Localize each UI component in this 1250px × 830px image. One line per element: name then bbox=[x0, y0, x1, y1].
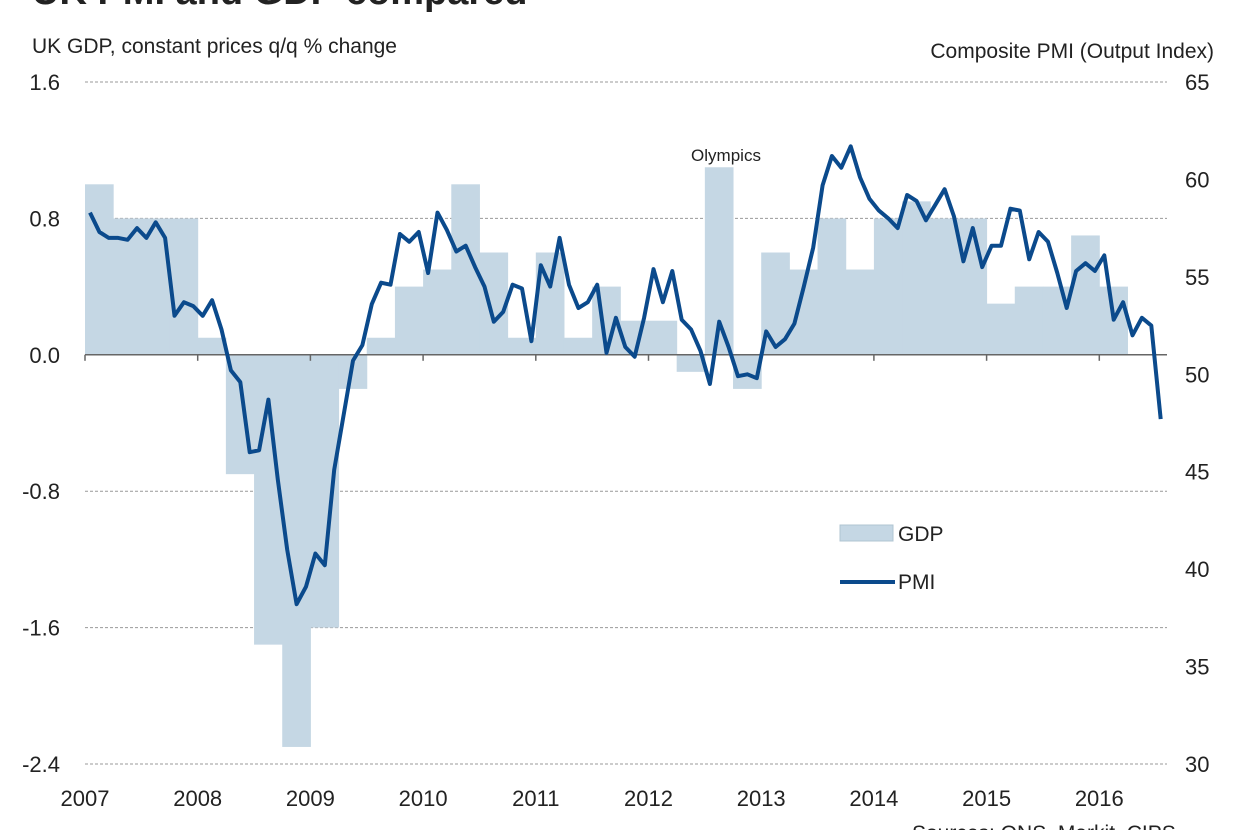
gdp-bar bbox=[563, 337, 593, 355]
x-tick-label: 2008 bbox=[173, 786, 222, 811]
gdp-bar bbox=[648, 320, 678, 355]
x-tick-label: 2016 bbox=[1075, 786, 1124, 811]
gdp-bar bbox=[902, 201, 931, 355]
legend-gdp-swatch bbox=[839, 524, 894, 542]
x-tick-label: 2010 bbox=[399, 786, 448, 811]
gdp-bar bbox=[225, 354, 255, 475]
x-tick-label: 2014 bbox=[849, 786, 898, 811]
gdp-bar bbox=[169, 218, 199, 355]
x-tick-label: 2015 bbox=[962, 786, 1011, 811]
gdp-bar bbox=[310, 354, 340, 628]
right-tick-label: 40 bbox=[1185, 557, 1209, 582]
gdp-bar bbox=[1071, 235, 1100, 355]
left-tick-label: -1.6 bbox=[22, 616, 60, 641]
right-tick-label: 45 bbox=[1185, 460, 1209, 485]
source-note: Sources: ONS, Markit, CIPS bbox=[912, 822, 1176, 830]
gdp-bar bbox=[507, 337, 537, 355]
left-tick-label: 1.6 bbox=[29, 70, 60, 95]
right-axis-label: Composite PMI (Output Index) bbox=[930, 40, 1214, 63]
gdp-bar bbox=[873, 218, 903, 355]
right-tick-label: 60 bbox=[1185, 167, 1209, 192]
gdp-bar bbox=[986, 303, 1016, 355]
gdp-bar bbox=[845, 269, 875, 355]
x-tick-label: 2013 bbox=[737, 786, 786, 811]
right-tick-label: 55 bbox=[1185, 265, 1209, 290]
gdp-bar bbox=[197, 337, 227, 355]
x-tick-label: 2011 bbox=[512, 786, 559, 811]
pmi-line bbox=[88, 144, 1163, 607]
left-axis-label: UK GDP, constant prices q/q % change bbox=[32, 35, 397, 58]
gdp-bar bbox=[930, 218, 959, 355]
left-tick-label: 0.0 bbox=[29, 343, 60, 368]
legend: GDP PMI bbox=[839, 523, 944, 594]
gdp-bar bbox=[394, 286, 424, 355]
gdp-bar bbox=[85, 184, 114, 355]
x-tick-label: 2012 bbox=[624, 786, 673, 811]
gdp-bar bbox=[1042, 286, 1072, 355]
legend-gdp-label: GDP bbox=[898, 523, 944, 546]
gdp-bar bbox=[676, 354, 706, 372]
right-tick-label: 35 bbox=[1185, 655, 1209, 680]
gdp-bar bbox=[479, 252, 509, 355]
gdp-bar bbox=[1014, 286, 1044, 355]
legend-pmi-label: PMI bbox=[898, 571, 935, 594]
right-tick-label: 50 bbox=[1185, 362, 1209, 387]
gdp-bar bbox=[366, 337, 396, 355]
left-tick-label: -0.8 bbox=[22, 479, 60, 504]
left-tick-label: -2.4 bbox=[22, 752, 60, 777]
right-tick-label: 65 bbox=[1185, 70, 1209, 95]
x-tick-label: 2009 bbox=[286, 786, 335, 811]
right-tick-label: 30 bbox=[1185, 752, 1209, 777]
gdp-bar bbox=[817, 218, 847, 355]
chart-title: UK PMI and GDP compared bbox=[32, 0, 528, 13]
x-tick-label: 2007 bbox=[61, 786, 110, 811]
olympics-annotation: Olympics bbox=[691, 146, 761, 165]
left-tick-label: 0.8 bbox=[29, 206, 60, 231]
gdp-bar bbox=[958, 218, 988, 355]
gdp-bar bbox=[423, 269, 452, 355]
